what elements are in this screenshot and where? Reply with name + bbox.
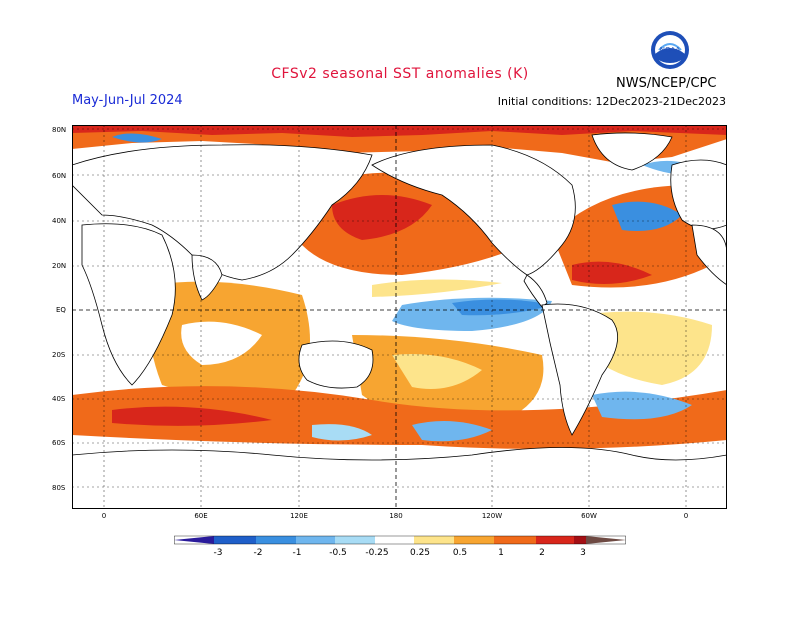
colorbar-swatch — [214, 536, 256, 544]
colorbar-swatch — [296, 536, 335, 544]
land — [72, 132, 727, 509]
lon-label: 60E — [194, 512, 208, 520]
colorbar-label: 0.5 — [452, 548, 468, 558]
colorbar-swatch — [414, 536, 454, 544]
lat-label: 60S — [52, 439, 66, 447]
colorbar-swatch — [574, 536, 586, 544]
lat-label: 20N — [52, 262, 67, 270]
colorbar-label: 3 — [580, 548, 586, 558]
lon-label: 0 — [683, 512, 689, 520]
colorbar-swatch — [335, 536, 375, 544]
colorbar-label: -1 — [292, 548, 302, 558]
colorbar-label: 2 — [539, 548, 545, 558]
lon-label: 60W — [581, 512, 597, 520]
lat-label: 80N — [52, 126, 67, 134]
lat-label: EQ — [56, 306, 66, 314]
lat-label: 60N — [52, 172, 67, 180]
colorbar-label: 0.25 — [409, 548, 431, 558]
map-grid — [72, 125, 727, 509]
lat-label: 20S — [52, 351, 66, 359]
colorbar — [174, 535, 626, 545]
lon-label: 0 — [101, 512, 107, 520]
lat-label: 40N — [52, 217, 67, 225]
initial-conditions: Initial conditions: 12Dec2023-21Dec2023 — [497, 95, 726, 108]
colorbar-swatch — [494, 536, 536, 544]
colorbar-swatch — [586, 536, 626, 544]
colorbar-label: -3 — [213, 548, 223, 558]
colorbar-label: 1 — [498, 548, 504, 558]
lon-label: 180 — [389, 512, 403, 520]
lat-label: 80S — [52, 484, 66, 492]
colorbar-swatch — [256, 536, 296, 544]
colorbar-swatch — [375, 536, 414, 544]
colorbar-swatch — [536, 536, 574, 544]
chart-title: CFSv2 seasonal SST anomalies (K) — [271, 66, 529, 82]
agency-label: NWS/NCEP/CPC — [616, 76, 717, 91]
lat-label: 40S — [52, 395, 66, 403]
colorbar-label: -0.25 — [365, 548, 389, 558]
forecast-period: May-Jun-Jul 2024 — [72, 93, 183, 108]
colorbar-label: -2 — [253, 548, 263, 558]
colorbar-swatch — [454, 536, 494, 544]
svg-text:NOAA: NOAA — [660, 46, 681, 54]
reference-lines — [72, 125, 727, 509]
sst-anomaly-map — [72, 125, 727, 509]
noaa-logo-icon: NOAA — [651, 31, 689, 69]
lon-label: 120E — [290, 512, 308, 520]
colorbar-swatch — [174, 536, 214, 544]
lon-label: 120W — [481, 512, 503, 520]
colorbar-label: -0.5 — [329, 548, 347, 558]
